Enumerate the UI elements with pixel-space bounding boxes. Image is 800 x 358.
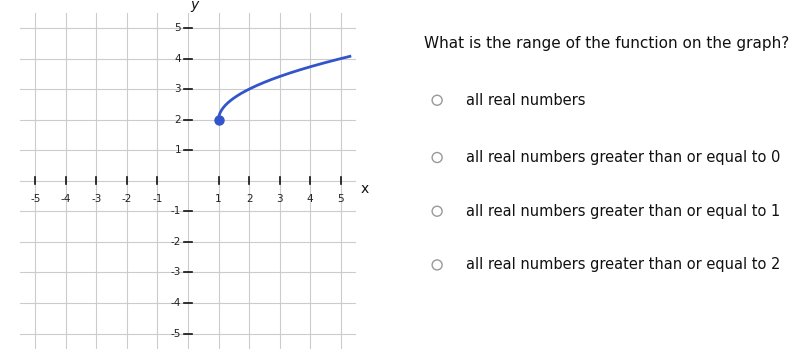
Text: all real numbers: all real numbers <box>466 93 586 108</box>
Text: -1: -1 <box>171 206 182 216</box>
Text: 1: 1 <box>215 194 222 204</box>
Text: -3: -3 <box>91 194 102 204</box>
Text: 3: 3 <box>276 194 283 204</box>
Text: all real numbers greater than or equal to 1: all real numbers greater than or equal t… <box>466 204 780 219</box>
Text: 5: 5 <box>174 23 182 33</box>
Text: all real numbers greater than or equal to 2: all real numbers greater than or equal t… <box>466 257 780 272</box>
Text: 3: 3 <box>174 84 182 94</box>
Text: -5: -5 <box>30 194 41 204</box>
Text: -4: -4 <box>171 298 182 308</box>
Text: -2: -2 <box>122 194 132 204</box>
Text: all real numbers greater than or equal to 0: all real numbers greater than or equal t… <box>466 150 780 165</box>
Text: -1: -1 <box>152 194 162 204</box>
Text: 4: 4 <box>174 54 182 64</box>
Text: 5: 5 <box>338 194 344 204</box>
Text: 2: 2 <box>246 194 253 204</box>
Text: What is the range of the function on the graph?: What is the range of the function on the… <box>424 36 789 51</box>
Text: 4: 4 <box>307 194 314 204</box>
Text: -2: -2 <box>171 237 182 247</box>
Text: -3: -3 <box>171 267 182 277</box>
Text: x: x <box>361 182 370 196</box>
Text: -4: -4 <box>61 194 71 204</box>
Text: 2: 2 <box>174 115 182 125</box>
Text: -5: -5 <box>171 329 182 339</box>
Text: 1: 1 <box>174 145 182 155</box>
Text: y: y <box>190 0 199 12</box>
